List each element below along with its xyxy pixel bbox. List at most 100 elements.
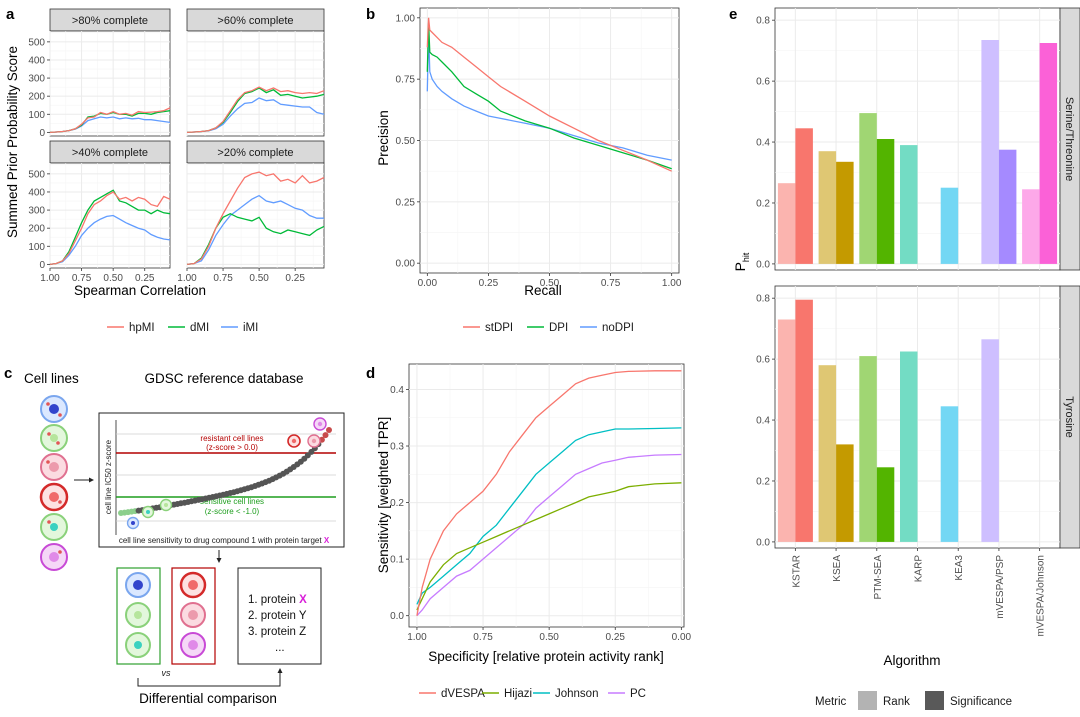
- facet-strip: [1059, 285, 1080, 549]
- bar-rank-KEA3: [940, 406, 959, 542]
- x-tick-label: mVESPA/PSP: [995, 555, 1006, 619]
- series-line-DPI: [426, 22, 672, 170]
- x-tick-label: KSEA: [832, 555, 843, 582]
- facet-panel: >40% complete 0 100 200 300 400 500 1.00 0.75 0.5…: [28, 140, 171, 284]
- y-tick-label: 0.4: [756, 138, 770, 149]
- bar-significance-PTM-SEA: [876, 139, 895, 264]
- cell-icon: [125, 602, 151, 628]
- y-tick-label: 200: [28, 224, 45, 235]
- x-tick-label: 0.50: [540, 278, 560, 289]
- series-line-hpMI: [49, 191, 171, 266]
- panel-e-x-title: Algorithm: [883, 653, 940, 668]
- y-tick-label: 0.00: [396, 259, 416, 270]
- vs-label: vs: [162, 668, 172, 678]
- facet-frame: [49, 30, 171, 137]
- x-tick-label: 0.75: [213, 273, 233, 284]
- ic50-dot: [322, 432, 329, 439]
- bar-rank-KSTAR: [777, 183, 796, 264]
- bar-rank-KARP: [900, 351, 918, 542]
- cell-icon: [40, 453, 68, 481]
- x-tick-label: 0.25: [606, 632, 626, 643]
- panel-letter-b: b: [366, 6, 375, 23]
- y-tick-label: 0.2: [756, 198, 770, 209]
- cell-icon: [287, 434, 301, 448]
- facet-panel: Tyrosine 0.0 0.2 0.4 0.6 0.8: [756, 285, 1080, 549]
- panel-d: d 1.00 0.75 0.50 0.25 0.00 0.0 0.1 0.2 0.3 0.4 Sp…: [366, 363, 692, 700]
- sensitive-label: sensitive cell lines: [200, 497, 264, 506]
- facet-strip-label: Tyrosine: [1063, 396, 1075, 438]
- facet-strip-label: >20% complete: [217, 147, 293, 159]
- series-line-hpMI: [186, 86, 325, 134]
- bar-significance-KSEA: [836, 444, 854, 542]
- y-tick-label: 0.50: [396, 136, 416, 147]
- x-tick-label: KEA3: [954, 555, 965, 581]
- x-tick-label: 0.25: [135, 273, 155, 284]
- y-tick-label: 0.2: [756, 476, 770, 487]
- panel-b-x-title: Recall: [524, 283, 562, 298]
- panel-b-y-title: Precision: [376, 110, 391, 166]
- legend-key-significance: [925, 691, 944, 710]
- series-line-PC: [416, 453, 682, 617]
- x-tick-label: 1.00: [177, 273, 197, 284]
- y-tick-label: 0.6: [756, 355, 770, 366]
- panel-b: b 0.00 0.25 0.50 0.75 1.00 0.00 0.25 0.50 0.75 1.…: [366, 6, 682, 334]
- panel-a: a >80% complete 0 100 200 300 400 500 >60% comp…: [5, 6, 325, 334]
- protein-list-item: 2. protein Y: [248, 610, 307, 622]
- protein-list-item: 1. protein X: [248, 594, 307, 606]
- series-line-iMI: [186, 194, 324, 266]
- resistant-label: resistant cell lines: [200, 434, 263, 443]
- cell-icon: [307, 434, 321, 448]
- x-tick-label: 1.00: [662, 278, 682, 289]
- y-tick-label: 0: [39, 260, 45, 271]
- legend-label-rank: Rank: [883, 696, 910, 708]
- x-tick-label: PTM-SEA: [873, 555, 884, 600]
- legend-label-DPI: DPI: [549, 322, 568, 334]
- x-tick-label: 1.00: [40, 273, 60, 284]
- panel-letter-d: d: [366, 365, 375, 382]
- bar-rank-KSEA: [818, 151, 837, 264]
- cell-icon: [40, 543, 68, 571]
- series-line-dMI: [49, 189, 171, 266]
- panel-letter-a: a: [6, 6, 15, 23]
- facet-frame: [186, 30, 325, 137]
- bar-significance-mVESPA/PSP: [998, 149, 1017, 264]
- bar-rank-PTM-SEA: [859, 113, 877, 264]
- cell-icon: [40, 513, 68, 541]
- y-tick-label: 0.4: [756, 416, 770, 427]
- legend-label-iMI: iMI: [243, 322, 258, 334]
- y-tick-label: 500: [28, 169, 45, 180]
- series-line-iMI: [49, 214, 171, 266]
- database-box: [98, 412, 345, 548]
- panel-e-y-title: Phit: [732, 252, 751, 271]
- bar-rank-mVESPA/Johnson: [1022, 189, 1040, 264]
- legend-label-significance: Significance: [950, 696, 1012, 708]
- cell-icon: [125, 632, 151, 658]
- y-tick-label: 400: [28, 187, 45, 198]
- x-tick-label: KARP: [914, 555, 925, 583]
- legend-label-Hijazi: Hijazi: [504, 688, 532, 700]
- database-title: GDSC reference database: [144, 371, 303, 386]
- y-tick-label: 0.0: [756, 259, 770, 270]
- series-line-Hijazi: [416, 482, 682, 611]
- y-tick-label: 100: [28, 242, 45, 253]
- y-tick-label: 0.4: [390, 385, 404, 396]
- bar-rank-KSTAR: [777, 319, 796, 542]
- database-caption: cell line sensitivity to drug compound 1…: [119, 536, 330, 545]
- panel-letter-e: e: [729, 6, 737, 23]
- x-tick-label: 0.75: [72, 273, 92, 284]
- y-tick-label: 400: [28, 55, 45, 66]
- x-tick-label: mVESPA/Johnson: [1036, 555, 1047, 637]
- legend-label-PC: PC: [630, 688, 646, 700]
- series-line-dVESPA: [416, 370, 682, 616]
- panel-letter-c: c: [4, 365, 12, 382]
- series-line-hpMI: [186, 171, 325, 266]
- x-tick-label: KSTAR: [791, 555, 802, 588]
- bar-rank-PTM-SEA: [859, 356, 877, 542]
- x-tick-label: 0.00: [672, 632, 692, 643]
- legend-label-noDPI: noDPI: [602, 322, 634, 334]
- legend-label-Johnson: Johnson: [555, 688, 598, 700]
- cell-icon: [180, 602, 206, 628]
- bar-significance-KSEA: [836, 161, 854, 264]
- legend-label-stDPI: stDPI: [485, 322, 513, 334]
